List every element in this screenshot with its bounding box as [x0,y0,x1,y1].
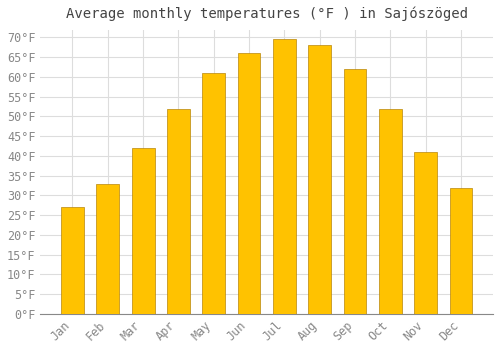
Bar [344,69,366,314]
Bar [167,108,190,314]
Bar [132,148,154,314]
Bar [273,40,296,314]
Bar [308,46,331,314]
Bar [96,183,119,314]
Bar [450,188,472,314]
Title: Average monthly temperatures (°F ) in Sajószöged: Average monthly temperatures (°F ) in Sa… [66,7,468,21]
Bar [414,152,437,314]
Bar [379,108,402,314]
Bar [202,73,225,314]
Bar [238,53,260,314]
Bar [61,207,84,314]
